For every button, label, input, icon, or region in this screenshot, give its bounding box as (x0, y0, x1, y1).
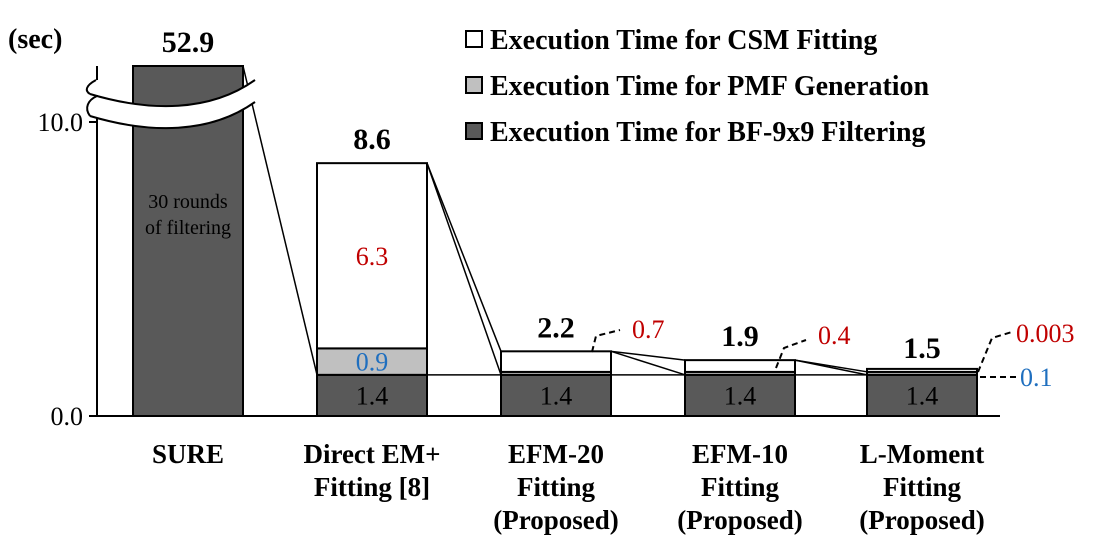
bar-annotation: 30 rounds (148, 191, 228, 213)
bar-total-label: 1.5 (903, 332, 941, 365)
legend-label: Execution Time for BF-9x9 Filtering (490, 117, 926, 148)
bar-segment (316, 373, 428, 417)
y-unit-label: (sec) (8, 24, 62, 55)
connector-line (610, 350, 686, 361)
segment-value-label: 1.4 (356, 381, 389, 410)
legend-swatch (465, 30, 483, 48)
bar-segment (866, 373, 978, 417)
segment-value-label: 6.3 (356, 242, 389, 271)
segment-value-label: 0.003 (1016, 319, 1075, 348)
segment-value-label: 1.4 (540, 381, 573, 410)
axis-break-band (0, 76, 255, 129)
connector-line (242, 65, 318, 376)
segment-value-label: 0.7 (632, 315, 665, 344)
segment-value-label: 0.1 (1020, 363, 1053, 392)
x-category-label: L-Moment (860, 439, 984, 469)
callout-leader-line (775, 339, 807, 369)
legend-label: Execution Time for CSM Fitting (490, 25, 877, 56)
bar-segment (316, 162, 428, 350)
bar-total-label: 1.9 (721, 320, 759, 353)
y-tick-label: 10.0 (38, 108, 84, 137)
connector-line (426, 162, 502, 376)
segment-value-label: 1.4 (724, 381, 757, 410)
callout-leader-line (591, 329, 621, 353)
bar-total-label: 52.9 (162, 26, 215, 59)
bar-segment (500, 350, 612, 373)
x-category-label: Direct EM+ (303, 439, 440, 469)
y-tick-label: 0.0 (51, 402, 84, 431)
axis-break-line (85, 79, 97, 95)
x-category-label: (Proposed) (859, 505, 985, 535)
x-category-label: EFM-10 (692, 439, 788, 469)
x-category-label: Fitting (701, 472, 779, 502)
x-category-label: SURE (152, 439, 224, 469)
connector-line (794, 359, 868, 373)
connector-line (610, 350, 686, 376)
bar-total-label: 8.6 (353, 123, 391, 156)
x-category-label: Fitting (883, 472, 961, 502)
x-category-label: Fitting [8] (314, 472, 430, 502)
bar-total-label: 2.2 (537, 311, 575, 344)
axis-break-line (89, 79, 256, 108)
legend-swatch (465, 76, 483, 94)
x-category-label: Fitting (517, 472, 595, 502)
connector-line (426, 162, 502, 352)
segment-value-label: 0.4 (818, 321, 851, 350)
x-category-label: (Proposed) (493, 505, 619, 535)
axis-break-line (89, 101, 256, 130)
legend-label: Execution Time for PMF Generation (490, 71, 930, 102)
axis-break-line (86, 95, 98, 117)
segment-value-label: 1.4 (906, 381, 939, 410)
x-category-label: EFM-20 (508, 439, 604, 469)
bar-segment (684, 359, 796, 373)
bar-segment (866, 367, 978, 373)
bar-segment (684, 373, 796, 417)
x-category-label: (Proposed) (677, 505, 803, 535)
segment-value-label: 0.9 (356, 348, 389, 377)
legend-swatch (465, 122, 483, 140)
callout-leader-line (977, 331, 1013, 373)
bar-annotation: of filtering (145, 217, 231, 239)
